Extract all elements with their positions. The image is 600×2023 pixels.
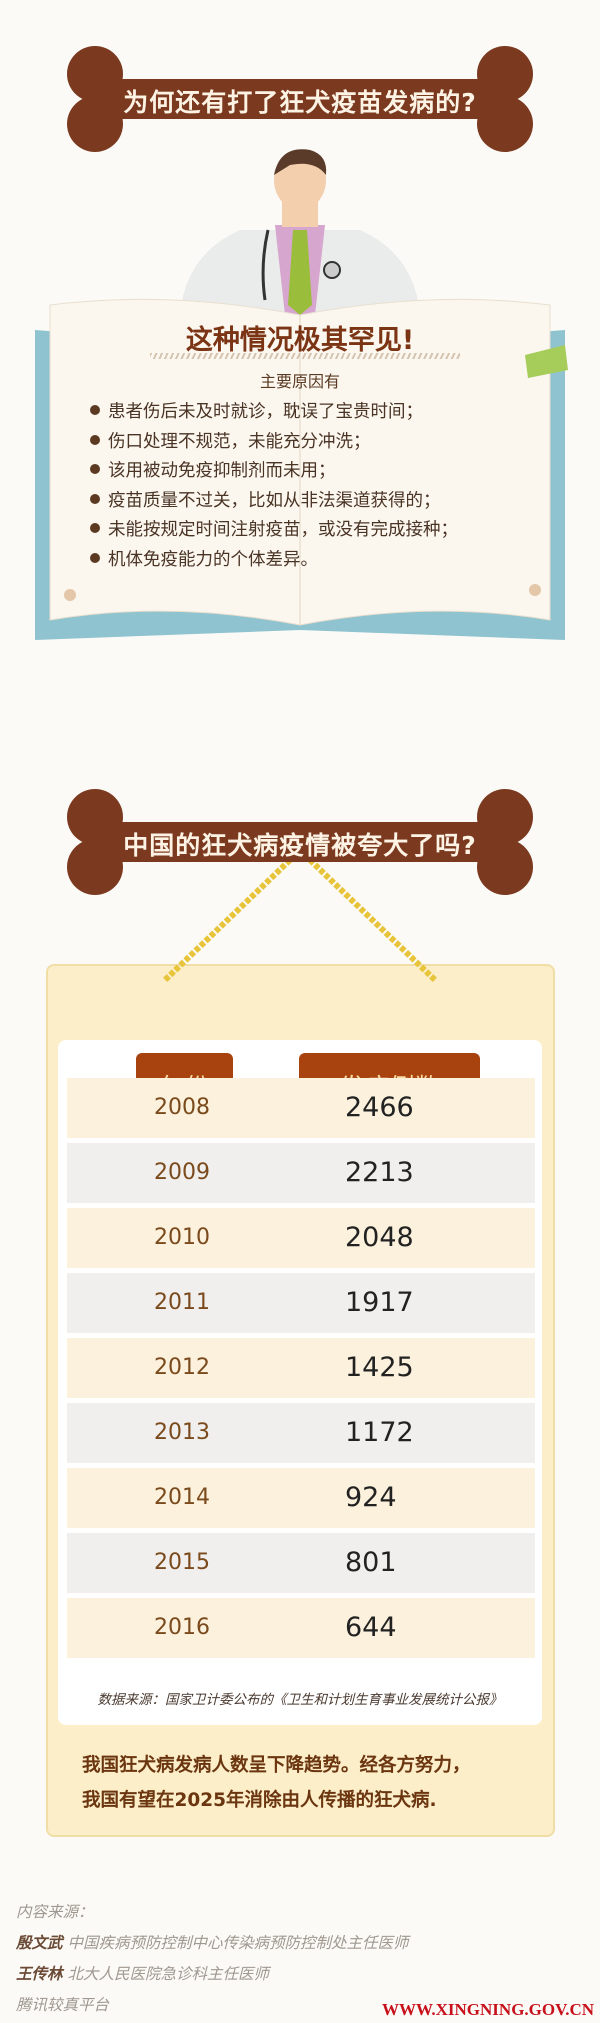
list-item: 患者伤后未及时就诊，耽误了宝贵时间； bbox=[90, 398, 458, 428]
credit-platform: 腾讯较真平台 bbox=[16, 1996, 110, 2014]
credits-label: 内容来源： bbox=[16, 1903, 94, 1921]
bone-banner bbox=[67, 46, 533, 152]
conclusion: 我国狂犬病发病人数呈下降趋势。经各方努力， 我国有望在2025年消除由人传播的狂… bbox=[82, 1755, 471, 1811]
credit-person: 殷文武 中国疾病预防控制中心传染病预防控制处主任医师 bbox=[16, 1934, 409, 1952]
reasons-subheading: 主要原因有 bbox=[259, 372, 340, 391]
divider bbox=[150, 353, 460, 359]
table-row: 2014 924 bbox=[67, 1468, 535, 1528]
bullet-icon bbox=[90, 405, 100, 415]
list-item: 伤口处理不规范，未能充分冲洗； bbox=[90, 428, 458, 458]
section1-title: 为何还有打了狂犬疫苗发病的? bbox=[123, 88, 477, 117]
table-row: 2016 644 bbox=[67, 1598, 535, 1658]
bullet-icon bbox=[90, 493, 100, 504]
data-source: 数据来源：国家卫计委公布的《卫生和计划生育事业发展统计公报》 bbox=[97, 1692, 503, 1708]
chain-icon bbox=[162, 860, 438, 983]
list-item: 机体免疫能力的个体差异。 bbox=[90, 546, 458, 576]
section2-title: 中国的狂犬病疫情被夸大了吗? bbox=[123, 831, 477, 860]
table-row: 2011 1917 bbox=[67, 1273, 535, 1333]
list-item: 该用被动免疫抑制剂而未用； bbox=[90, 457, 458, 487]
table-row: 2015 801 bbox=[67, 1533, 535, 1593]
doctor-illustration bbox=[168, 149, 432, 315]
bullet-icon bbox=[90, 552, 100, 563]
table-row: 2010 2048 bbox=[67, 1208, 535, 1268]
table-row: 2013 1172 bbox=[67, 1403, 535, 1463]
bone-banner bbox=[67, 789, 533, 895]
table-row: 2009 2213 bbox=[67, 1143, 535, 1203]
list-item: 疫苗质量不过关，比如从非法渠道获得的； bbox=[90, 487, 458, 517]
list-item: 未能按规定时间注射疫苗，或没有完成接种； bbox=[90, 516, 458, 546]
credits: 内容来源： 殷文武 中国疾病预防控制中心传染病预防控制处主任医师 王传林 北大人… bbox=[16, 1897, 408, 2021]
table-row: 2008 2466 bbox=[67, 1078, 535, 1138]
site-watermark: WWW.XINGNING.GOV.CN bbox=[381, 2000, 594, 2019]
reasons-list: 患者伤后未及时就诊，耽误了宝贵时间； 伤口处理不规范，未能充分冲洗； 该用被动免… bbox=[90, 398, 458, 575]
table-row: 2012 1425 bbox=[67, 1338, 535, 1398]
open-book bbox=[35, 298, 568, 640]
book-heading: 这种情况极其罕见! bbox=[185, 325, 415, 356]
bullet-icon bbox=[90, 434, 100, 445]
bullet-icon bbox=[90, 464, 100, 474]
credit-person: 王传林 北大人民医院急诊科主任医师 bbox=[16, 1965, 269, 1983]
bullet-icon bbox=[90, 523, 100, 533]
